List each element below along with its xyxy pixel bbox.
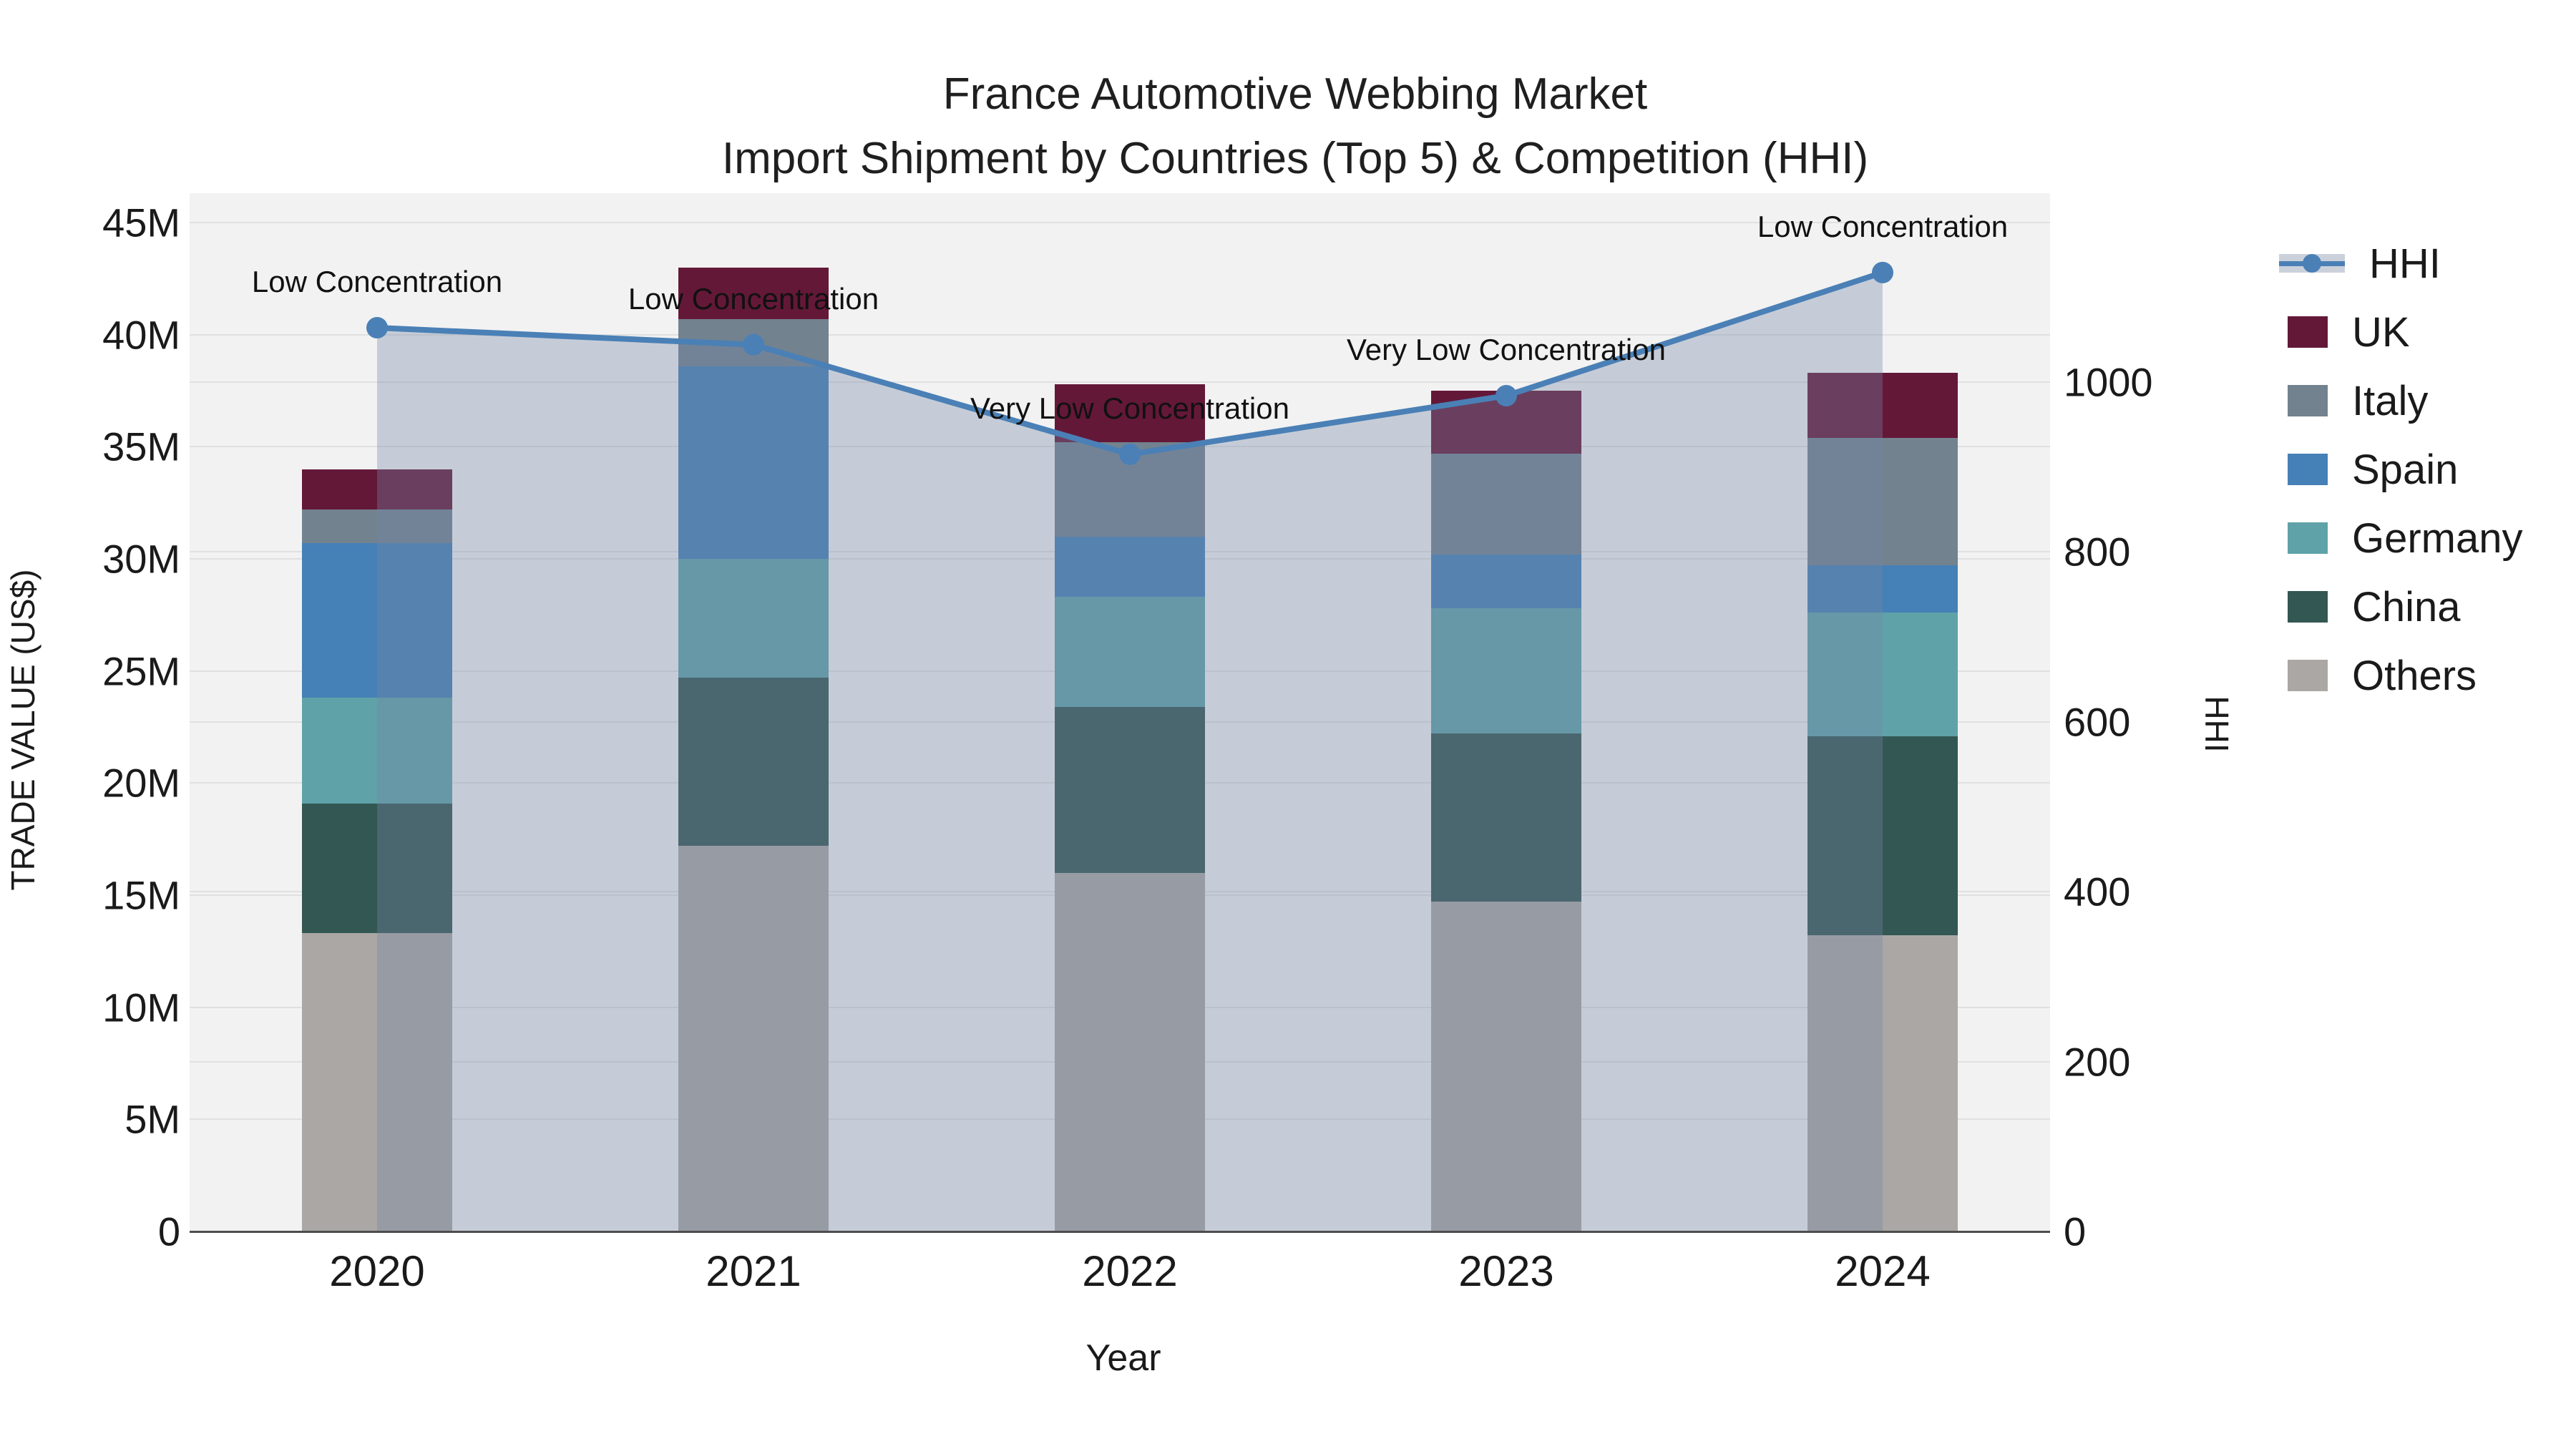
bar-segment-spain-2022[interactable]: [1055, 536, 1205, 597]
y2-tick-label: 0: [2064, 1209, 2087, 1254]
legend-item-china[interactable]: China: [2279, 584, 2461, 630]
annotation-2023: Very Low Concentration: [1347, 332, 1666, 366]
y-tick-label: 5M: [125, 1096, 180, 1142]
bar-segment-italy-2024[interactable]: [1807, 437, 1958, 566]
bar-segment-germany-2022[interactable]: [1055, 597, 1205, 707]
legend-swatch-china: [2288, 591, 2328, 623]
bar-segment-china-2023[interactable]: [1431, 733, 1581, 902]
y2-tick-label: 1000: [2064, 359, 2153, 405]
bar-segment-germany-2024[interactable]: [1807, 613, 1958, 736]
legend-swatch-italy: [2288, 385, 2328, 416]
bar-segment-germany-2023[interactable]: [1431, 608, 1581, 734]
bar-segment-spain-2021[interactable]: [678, 366, 829, 559]
bar-segment-others-2021[interactable]: [678, 846, 829, 1231]
legend-dot: [2303, 254, 2321, 273]
annotation-2020: Low Concentration: [251, 265, 503, 299]
bar-segment-uk-2024[interactable]: [1807, 372, 1958, 438]
hhi-area-fill: [377, 272, 1883, 1232]
legend-swatch-germany: [2288, 522, 2328, 554]
hhi-marker-2021[interactable]: [743, 333, 764, 356]
x-tick-label-2023: 2023: [1458, 1247, 1554, 1295]
hhi-legend-symbol: [2279, 248, 2345, 279]
legend-item-uk[interactable]: UK: [2279, 308, 2410, 356]
grid-line-y2: [190, 381, 2050, 383]
bar-segment-italy-2020[interactable]: [302, 509, 452, 544]
hhi-marker-2022[interactable]: [1119, 443, 1141, 465]
legend-label: Others: [2352, 652, 2477, 699]
y-tick-label: 0: [157, 1209, 180, 1254]
legend-swatch-spain: [2288, 454, 2328, 485]
legend-item-spain[interactable]: Spain: [2279, 446, 2459, 493]
x-tick-label-2020: 2020: [329, 1247, 425, 1295]
x-tick-label-2021: 2021: [706, 1247, 801, 1295]
bar-segment-spain-2020[interactable]: [302, 543, 452, 698]
bar-segment-uk-2021[interactable]: [678, 267, 829, 319]
y-tick-label: 15M: [102, 872, 180, 918]
legend-label: Germany: [2352, 514, 2523, 562]
x-axis-line: [190, 1231, 2050, 1233]
legend-item-germany[interactable]: Germany: [2279, 514, 2523, 562]
y-tick-label: 30M: [102, 536, 180, 582]
bar-segment-china-2020[interactable]: [302, 803, 452, 934]
hhi-marker-2024[interactable]: [1872, 261, 1893, 283]
annotation-2022: Very Low Concentration: [970, 391, 1289, 425]
bar-segment-china-2022[interactable]: [1055, 706, 1205, 873]
bar-segment-others-2023[interactable]: [1431, 902, 1581, 1231]
x-tick-label-2022: 2022: [1082, 1247, 1178, 1295]
bar-segment-spain-2023[interactable]: [1431, 554, 1581, 608]
y-axis-title: TRADE VALUE (US$): [4, 569, 42, 891]
bar-segment-others-2022[interactable]: [1055, 872, 1205, 1231]
y-tick-label: 25M: [102, 648, 180, 694]
y2-tick-label: 800: [2064, 529, 2131, 575]
legend-swatch-others: [2288, 660, 2328, 691]
y2-tick-label: 400: [2064, 869, 2131, 914]
y2-axis-title: HHI: [2198, 696, 2235, 753]
y2-tick-label: 200: [2064, 1039, 2131, 1085]
x-tick-label-2024: 2024: [1835, 1247, 1931, 1295]
x-axis-title: Year: [1085, 1337, 1161, 1379]
y2-tick-label: 600: [2064, 699, 2131, 745]
hhi-marker-2020[interactable]: [366, 317, 388, 339]
bar-segment-germany-2020[interactable]: [302, 698, 452, 804]
annotation-2021: Low Concentration: [628, 281, 879, 316]
bar-segment-uk-2020[interactable]: [302, 469, 452, 510]
bar-segment-others-2024[interactable]: [1807, 935, 1958, 1231]
bar-segment-china-2021[interactable]: [678, 678, 829, 847]
legend-item-hhi[interactable]: HHI: [2279, 240, 2441, 287]
hhi-marker-2023[interactable]: [1496, 384, 1517, 406]
grid-line-y: [190, 333, 2050, 336]
legend-item-others[interactable]: Others: [2279, 652, 2477, 699]
legend-label: UK: [2352, 308, 2410, 356]
legend-swatch-uk: [2288, 316, 2328, 348]
bar-segment-italy-2023[interactable]: [1431, 453, 1581, 555]
grid-line-y: [190, 222, 2050, 223]
annotation-2024: Low Concentration: [1757, 209, 2009, 243]
legend-label: HHI: [2369, 240, 2441, 287]
y-tick-label: 10M: [102, 985, 180, 1030]
chart-title-line1: France Automotive Webbing Market: [942, 69, 1648, 119]
bar-segment-others-2020[interactable]: [302, 933, 452, 1231]
bar-segment-germany-2021[interactable]: [678, 559, 829, 678]
legend-label: Italy: [2352, 377, 2429, 424]
bar-segment-china-2024[interactable]: [1807, 736, 1958, 936]
legend-label: Spain: [2352, 446, 2459, 493]
legend-label: China: [2352, 583, 2461, 630]
legend-item-italy[interactable]: Italy: [2279, 378, 2428, 424]
bar-segment-spain-2024[interactable]: [1807, 565, 1958, 613]
y-tick-label: 40M: [102, 312, 180, 358]
y-tick-label: 20M: [102, 760, 180, 806]
bar-segment-uk-2022[interactable]: [1055, 384, 1205, 443]
chart-title-line2: Import Shipment by Countries (Top 5) & C…: [721, 134, 1869, 183]
y-tick-label: 45M: [102, 200, 180, 245]
y-tick-label: 35M: [102, 424, 180, 469]
